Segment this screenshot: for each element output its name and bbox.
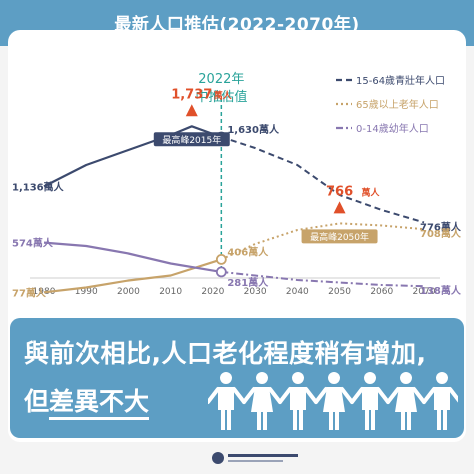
population-line-chart: 1980 1990 2000 2010 2020 2030 2040 2050 2060 2070… [12, 72, 462, 299]
peak-arrow-icon [185, 104, 198, 117]
projection-year-label: 2022年 [198, 72, 244, 87]
peak-label: 最高峰2015年 [162, 134, 221, 146]
value-label: 77萬人 [12, 286, 47, 299]
summary-line-1: 與前次相比,人口老化程度稍有增加, [24, 339, 427, 368]
x-tick-label: 2000 [117, 287, 140, 297]
peak-unit: 萬人 [362, 186, 381, 198]
value-label: 776萬人 [420, 220, 462, 233]
x-tick-label: 2050 [328, 287, 351, 297]
series-line-historical [43, 241, 222, 273]
series-line-projection [220, 222, 425, 261]
value-label: 708萬人 [420, 227, 462, 240]
series-line-projection [221, 270, 425, 288]
series-line-projection [220, 136, 425, 224]
peak-value: 766 [326, 184, 353, 199]
projection-start-point [215, 253, 227, 265]
value-label: 138萬人 [420, 284, 462, 297]
legend-entry: 15-64歲青壯年人口 [356, 74, 445, 87]
person-icon [350, 372, 390, 430]
person-icon [422, 372, 458, 430]
summary-line-2: 但差異不大 [24, 382, 150, 420]
series-line-historical [43, 258, 222, 294]
summary-banner: 與前次相比,人口老化程度稍有增加, 但差異不大 [10, 318, 464, 438]
legend-entry: 0-14歲幼年人口 [356, 122, 429, 135]
x-tick-label: 2030 [244, 287, 267, 297]
person-icon [386, 372, 426, 430]
peak-label-box [153, 132, 230, 147]
x-tick-label: 2070 [413, 287, 436, 297]
peak-label-box [301, 229, 378, 244]
agency-logo-icon [212, 452, 298, 464]
page-title: 最新人口推估(2022-2070年) [114, 15, 360, 35]
projection-note-label: 中推估值 [195, 89, 247, 105]
person-icon [278, 372, 318, 430]
value-label: 406萬人 [227, 245, 269, 258]
summary-highlight: 差異不大 [49, 387, 150, 420]
peak-unit: 萬人 [214, 89, 233, 101]
peak-value: 1,737 [171, 87, 212, 102]
person-icon [314, 372, 354, 430]
x-tick-label: 1990 [75, 287, 98, 297]
series-line-historical [43, 125, 222, 188]
summary-prefix: 但 [24, 387, 50, 416]
value-label: 1,136萬人 [12, 180, 65, 193]
x-tick-label: 2010 [159, 287, 182, 297]
people-illustration-icon [208, 372, 458, 430]
value-label: 1,630萬人 [227, 123, 280, 136]
x-tick-label: 2040 [286, 287, 309, 297]
value-label: 574萬人 [12, 237, 54, 250]
legend-entry: 65歲以上老年人口 [356, 98, 439, 111]
person-icon [242, 372, 282, 430]
peak-label: 最高峰2050年 [310, 231, 369, 243]
value-label: 281萬人 [227, 276, 269, 289]
x-tick-label: 2060 [370, 287, 393, 297]
x-tick-label: 2020 [201, 287, 224, 297]
peak-arrow-icon [333, 201, 346, 214]
person-icon [208, 372, 246, 430]
projection-start-point [215, 266, 227, 278]
